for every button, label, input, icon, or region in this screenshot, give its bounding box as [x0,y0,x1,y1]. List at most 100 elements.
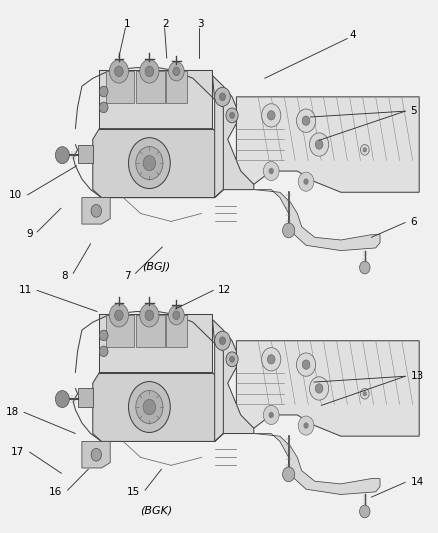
Circle shape [315,384,323,393]
Text: 14: 14 [410,477,424,487]
Circle shape [226,108,238,123]
Circle shape [315,140,323,149]
Circle shape [230,112,234,118]
Circle shape [140,304,159,327]
Circle shape [219,93,226,101]
Polygon shape [254,190,380,251]
Circle shape [267,354,275,364]
Circle shape [145,310,154,320]
Polygon shape [93,128,223,198]
Polygon shape [82,441,110,468]
Circle shape [99,102,108,113]
Circle shape [226,352,238,367]
Text: (BGK): (BGK) [140,505,172,515]
Circle shape [268,168,274,174]
Circle shape [302,116,310,125]
Circle shape [55,147,69,164]
Text: 3: 3 [197,19,204,29]
Text: 13: 13 [410,372,424,381]
Polygon shape [93,373,223,441]
Polygon shape [78,144,93,163]
Circle shape [310,133,328,156]
Circle shape [360,144,369,155]
Text: 2: 2 [162,19,169,29]
Text: 18: 18 [6,407,19,417]
Circle shape [297,109,316,132]
Circle shape [145,66,154,77]
Text: (BGJ): (BGJ) [142,262,170,271]
Circle shape [363,148,367,152]
Text: 9: 9 [26,229,33,239]
Text: 5: 5 [410,106,417,116]
Polygon shape [212,319,254,441]
Circle shape [360,505,370,518]
Circle shape [215,87,230,107]
Text: 15: 15 [127,487,140,497]
Polygon shape [237,341,419,436]
Circle shape [128,382,170,432]
Circle shape [261,104,281,127]
Circle shape [173,311,180,320]
Polygon shape [106,316,134,347]
Circle shape [91,448,102,461]
Text: 16: 16 [49,487,62,497]
Circle shape [298,416,314,435]
Circle shape [91,205,102,217]
Polygon shape [106,71,134,103]
Circle shape [263,406,279,424]
Text: 6: 6 [410,217,417,228]
Circle shape [55,391,69,408]
Polygon shape [166,316,187,347]
Text: 4: 4 [349,30,356,40]
Text: 7: 7 [124,271,131,280]
Circle shape [267,111,275,120]
Circle shape [304,179,309,185]
Text: 17: 17 [11,447,24,457]
Circle shape [261,348,281,371]
Text: 12: 12 [218,285,231,295]
Circle shape [128,138,170,189]
Circle shape [302,360,310,369]
Circle shape [115,66,123,77]
Circle shape [283,223,295,238]
Circle shape [99,330,108,341]
Circle shape [263,161,279,181]
Circle shape [297,353,316,376]
Circle shape [143,399,155,415]
Polygon shape [166,71,187,103]
Polygon shape [237,97,419,192]
Circle shape [169,62,184,81]
Circle shape [136,147,163,180]
Circle shape [304,422,309,429]
Circle shape [219,337,226,344]
Text: 11: 11 [18,285,32,295]
Circle shape [230,357,234,362]
Circle shape [360,389,369,399]
Text: 8: 8 [61,271,67,280]
Circle shape [268,412,274,418]
Polygon shape [99,70,212,128]
Circle shape [283,467,295,482]
Polygon shape [78,389,93,407]
Circle shape [363,392,367,396]
Polygon shape [99,314,212,373]
Circle shape [110,60,128,83]
Circle shape [99,346,108,357]
Polygon shape [254,433,380,495]
Text: 10: 10 [9,190,22,200]
Polygon shape [136,71,165,103]
Polygon shape [82,198,110,224]
Circle shape [173,67,180,76]
Circle shape [360,261,370,274]
Circle shape [99,86,108,97]
Circle shape [143,156,155,171]
Polygon shape [212,76,254,198]
Circle shape [298,172,314,191]
Circle shape [215,331,230,350]
Circle shape [115,310,123,320]
Text: 1: 1 [124,19,130,29]
Circle shape [110,304,128,327]
Circle shape [140,60,159,83]
Circle shape [310,377,328,400]
Polygon shape [136,316,165,347]
